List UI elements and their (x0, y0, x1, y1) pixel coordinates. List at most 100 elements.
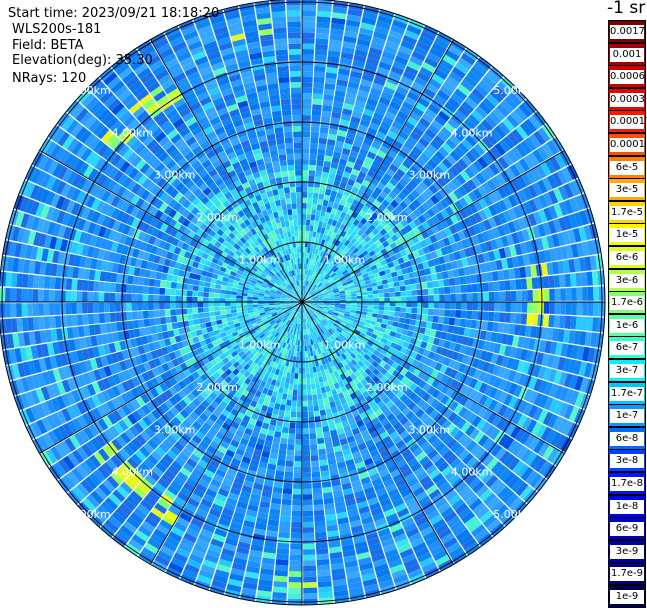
range-gate (483, 302, 489, 311)
range-gate (395, 307, 401, 312)
range-gate (209, 293, 215, 298)
range-gate (264, 304, 270, 306)
range-gate (273, 587, 287, 594)
range-gate (576, 316, 583, 330)
range-gate (276, 205, 282, 211)
range-gate (132, 311, 138, 319)
range-gate (290, 538, 302, 544)
range-gate (320, 465, 329, 472)
range-gate (494, 312, 500, 322)
range-gate (284, 383, 289, 389)
range-gate (593, 302, 599, 316)
range-gate (280, 515, 291, 521)
range-gate (236, 305, 242, 309)
range-gate (277, 392, 283, 398)
range-gate (176, 303, 182, 309)
range-gate (277, 144, 285, 150)
range-gate (159, 303, 165, 310)
range-gate (394, 312, 400, 317)
range-gate (405, 313, 411, 319)
range-gate (308, 411, 314, 417)
range-gate (226, 314, 232, 319)
range-gate (204, 282, 210, 288)
range-gate (280, 404, 286, 410)
range-gate (199, 281, 205, 287)
range-gate (154, 303, 160, 310)
range-gate (305, 351, 308, 357)
range-gate (231, 306, 237, 310)
range-gate (581, 317, 588, 331)
range-gate (17, 318, 24, 332)
range-gate (104, 313, 110, 323)
range-gate (187, 303, 193, 309)
range-gate (292, 362, 296, 368)
range-gate (292, 505, 302, 511)
range-gate (170, 309, 176, 316)
range-gate (346, 304, 352, 307)
range-gate (378, 310, 384, 315)
range-gate (308, 406, 314, 412)
range-gate (275, 565, 288, 571)
range-gate (11, 273, 18, 287)
range-gate (274, 38, 287, 45)
range-gate (303, 478, 312, 484)
range-gate (226, 286, 232, 291)
range-gate (99, 303, 105, 313)
range-gate (276, 421, 283, 427)
range-gate (303, 450, 310, 456)
range-gate (548, 315, 554, 327)
range-gate (292, 516, 303, 522)
range-gate (66, 315, 72, 327)
range-gate (11, 318, 18, 332)
range-gate (296, 428, 302, 434)
range-gate (176, 289, 182, 295)
range-gate (298, 340, 300, 346)
range-gate (478, 302, 484, 311)
range-gate (527, 302, 533, 313)
range-gate (302, 395, 307, 401)
range-gate (5, 288, 11, 302)
range-gate (283, 488, 293, 494)
range-gate (278, 454, 286, 460)
range-gate (99, 292, 105, 302)
range-gate (303, 445, 310, 451)
range-gate (149, 318, 155, 326)
range-gate (315, 383, 320, 389)
range-gate (306, 373, 310, 379)
range-gate (384, 311, 390, 316)
range-gate (384, 302, 390, 306)
range-gate (11, 303, 17, 317)
range-gate (544, 302, 550, 314)
range-gate (187, 308, 193, 314)
range-gate (290, 187, 296, 193)
range-gate (312, 477, 321, 483)
range-gate (295, 445, 302, 451)
range-gate (33, 275, 39, 288)
range-gate (285, 193, 291, 199)
range-gate (44, 316, 51, 329)
range-gate (297, 395, 302, 401)
range-gate (368, 302, 374, 305)
range-gate (199, 318, 205, 324)
range-gate (231, 295, 237, 299)
range-gate (292, 401, 297, 407)
range-gate (303, 423, 309, 429)
range-gate (379, 302, 385, 306)
range-gate (71, 291, 77, 302)
range-gate (284, 472, 293, 478)
range-gate (278, 71, 289, 77)
range-gate (192, 297, 198, 302)
range-gate (149, 279, 155, 287)
range-gate (392, 321, 398, 327)
range-gate (225, 298, 231, 302)
range-gate (555, 302, 561, 314)
range-gate (143, 278, 149, 286)
range-gate (303, 456, 311, 462)
range-gate (214, 307, 220, 312)
range-gate (489, 302, 495, 311)
range-gate (293, 220, 297, 226)
range-gate (305, 346, 308, 352)
range-gate (272, 17, 286, 24)
range-gate (291, 367, 295, 373)
range-gate (303, 500, 313, 506)
